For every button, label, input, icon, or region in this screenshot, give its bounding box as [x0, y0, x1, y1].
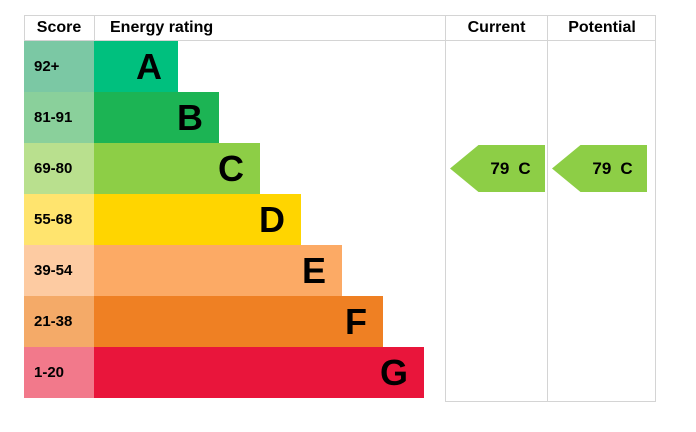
band-letter-g: G	[379, 352, 408, 393]
band-letter-c: C	[218, 148, 244, 189]
current-rating-arrow: 79 C	[450, 145, 545, 192]
columns-bottom-border	[445, 401, 656, 402]
band-row-e: 39-54 E	[24, 245, 342, 296]
header-left-border	[24, 15, 25, 41]
band-letter-b: B	[177, 97, 203, 138]
band-score-range: 1-20	[24, 347, 94, 398]
band-bar-e: E	[94, 245, 342, 296]
potential-column-right-border	[655, 15, 656, 402]
potential-column-header: Potential	[568, 19, 636, 36]
potential-score: 79	[592, 158, 612, 178]
band-row-g: 1-20 G	[24, 347, 424, 398]
band-bar-a: A	[94, 41, 178, 92]
band-score-range: 39-54	[24, 245, 94, 296]
band-row-f: 21-38 F	[24, 296, 383, 347]
table-header	[24, 15, 656, 41]
band-row-a: 92+ A	[24, 41, 178, 92]
current-column-header: Current	[467, 19, 526, 36]
potential-rating-arrow: 79 C	[552, 145, 647, 192]
band-score-range: 69-80	[24, 143, 94, 194]
band-row-d: 55-68 D	[24, 194, 301, 245]
current-potential-divider	[547, 15, 548, 402]
band-letter-e: E	[301, 250, 326, 291]
band-score-range: 92+	[24, 41, 94, 92]
band-score-range: 21-38	[24, 296, 94, 347]
band-row-c: 69-80 C	[24, 143, 260, 194]
band-bar-b: B	[94, 92, 219, 143]
current-score: 79	[490, 158, 510, 178]
score-rating-divider	[94, 15, 95, 41]
band-letter-d: D	[259, 199, 285, 240]
band-bar-f: F	[94, 296, 383, 347]
band-bar-c: C	[94, 143, 260, 194]
score-column-header: Score	[36, 19, 82, 36]
band-bar-g: G	[94, 347, 424, 398]
current-column-left-border	[445, 15, 446, 402]
band-bar-d: D	[94, 194, 301, 245]
current-band-letter: C	[518, 158, 531, 178]
band-letter-a: A	[136, 46, 162, 87]
band-score-range: 55-68	[24, 194, 94, 245]
energy-rating-column-header: Energy rating	[110, 19, 214, 36]
potential-band-letter: C	[620, 158, 633, 178]
band-score-range: 81-91	[24, 92, 94, 143]
band-letter-f: F	[345, 301, 367, 342]
band-row-b: 81-91 B	[24, 92, 219, 143]
